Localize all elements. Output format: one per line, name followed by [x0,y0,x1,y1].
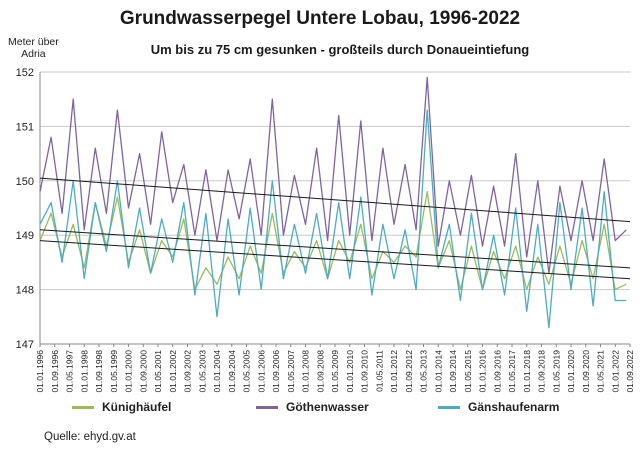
chart-title: Grundwasserpegel Untere Lobau, 1996-2022 [119,8,521,29]
y-tick-label: 150 [16,176,34,188]
x-tick-label: 01.09.2004 [227,350,237,393]
legend-swatch [256,405,278,409]
x-tick-label: 01.01.2014 [433,350,443,393]
x-tick-label: 01.01.2016 [478,350,488,393]
unit-label-line-1: Meter über [8,36,59,48]
legend-label: Gänshaufenarm [468,400,560,414]
series-line-2 [39,109,627,329]
y-tick-label: 149 [16,230,34,242]
x-tick-label: 01.01.2020 [566,350,576,393]
x-tick-label: 01.01.2000 [124,350,134,393]
y-tick-label: 152 [16,67,34,79]
y-tick-label: 148 [16,285,34,297]
y-axis-unit-label: Meter über Adria [8,36,59,60]
y-tick-label: 147 [16,339,34,351]
legend-label: Künighäufel [102,400,172,414]
x-tick-label: 01.05.1999 [109,350,119,393]
trend-line-1 [39,229,631,269]
x-tick-label: 01.05.2007 [286,350,296,393]
x-tick-label: 01.09.2008 [315,350,325,393]
x-tick-label: 01.05.2011 [374,350,384,392]
x-tick-label: 01.09.2018 [537,350,547,393]
x-tick-label: 01.09.2006 [271,350,281,393]
chart-subtitle: Um bis zu 75 cm gesunken - großteils dur… [150,42,530,57]
trend-line-2 [39,240,631,280]
x-tick-label: 01.05.2009 [330,350,340,393]
x-tick-label: 01.05.2001 [153,350,163,393]
x-tick-label: 01.09.2020 [581,350,591,393]
legend-item-goethenwasser: Göthenwasser [256,400,369,414]
x-tick-label: 01.05.2005 [242,350,252,393]
y-tick-label: 151 [16,121,34,133]
x-tick-label: 01.01.2010 [345,350,355,393]
x-tick-label: 01.09.1998 [94,350,104,393]
x-tick-label: 01.01.2004 [212,350,222,393]
x-tick-label: 01.01.1998 [79,350,89,393]
x-tick-label: 01.09.1996 [50,350,60,393]
x-tick-label: 01.05.2015 [463,350,473,393]
x-tick-label: 01.05.1997 [65,350,75,393]
legend-swatch [438,405,460,409]
series-line-1 [39,76,627,274]
x-tick-label: 01.09.2014 [448,350,458,393]
x-tick-label: 01.09.2000 [138,350,148,393]
x-tick-label: 01.01.2012 [389,350,399,393]
x-tick-label: 01.05.2017 [507,350,517,393]
source-note: Quelle: ehyd.gv.at [44,431,136,443]
legend-item-gaenshaufenarm: Gänshaufenarm [438,400,559,414]
x-tick-label: 01.09.2022 [625,350,635,393]
x-tick-label: 01.01.2002 [168,350,178,393]
x-tick-label: 01.09.2016 [492,350,502,393]
chart-legend: Künighäufel Göthenwasser Gänshaufenarm [0,400,640,420]
x-tick-label: 01.05.2003 [197,350,207,393]
legend-swatch [72,405,94,409]
x-tick-label: 01.05.2019 [551,350,561,393]
x-tick-label: 01.01.2022 [610,350,620,393]
line-chart: 147 148 149 150 151 152 01.01.1996 01.09.1996 01… [16,67,635,393]
x-tick-label: 01.05.2021 [596,350,606,393]
x-tick-label: 01.09.2002 [183,350,193,393]
legend-item-kuenighaeufel: Künighäufel [72,400,171,414]
x-tick-label: 01.01.2006 [256,350,266,393]
unit-label-line-2: Adria [21,48,46,60]
x-tick-label: 01.01.2018 [522,350,532,393]
trend-line-0 [39,177,631,223]
x-tick-label: 01.01.2008 [301,350,311,393]
x-tick-label: 01.09.2010 [360,350,370,393]
x-tick-label: 01.09.2012 [404,350,414,393]
x-tick-label: 01.01.1996 [35,350,45,393]
legend-label: Göthenwasser [286,400,369,414]
x-tick-label: 01.05.2013 [419,350,429,393]
